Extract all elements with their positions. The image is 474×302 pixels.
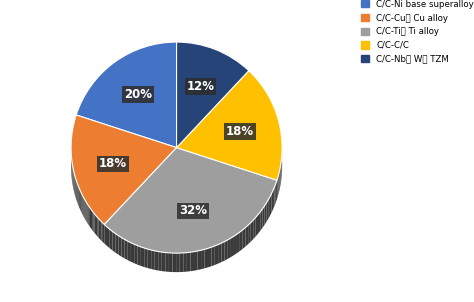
Polygon shape (273, 187, 274, 209)
Polygon shape (128, 241, 131, 262)
Polygon shape (218, 243, 221, 264)
Polygon shape (176, 253, 180, 272)
Polygon shape (144, 248, 148, 268)
Wedge shape (71, 115, 176, 224)
Polygon shape (274, 184, 276, 206)
Polygon shape (88, 204, 89, 225)
Polygon shape (100, 220, 101, 241)
Polygon shape (96, 216, 97, 236)
Polygon shape (125, 239, 128, 260)
Polygon shape (76, 181, 77, 201)
Polygon shape (201, 249, 205, 269)
Polygon shape (237, 232, 240, 253)
Polygon shape (95, 214, 96, 235)
Polygon shape (158, 252, 162, 271)
Text: 32%: 32% (179, 204, 207, 217)
Polygon shape (260, 209, 263, 231)
Polygon shape (268, 197, 270, 219)
Wedge shape (76, 42, 176, 148)
Polygon shape (91, 209, 92, 230)
Polygon shape (264, 203, 266, 225)
Polygon shape (85, 201, 87, 222)
Polygon shape (234, 234, 237, 255)
Polygon shape (134, 244, 137, 265)
Polygon shape (116, 234, 118, 255)
Polygon shape (141, 247, 144, 267)
Polygon shape (191, 252, 194, 271)
Polygon shape (221, 242, 225, 262)
Polygon shape (246, 225, 248, 246)
Polygon shape (103, 223, 104, 243)
Polygon shape (228, 238, 231, 259)
Polygon shape (180, 253, 183, 272)
Polygon shape (148, 249, 151, 269)
Polygon shape (225, 240, 228, 261)
Polygon shape (137, 246, 141, 266)
Polygon shape (89, 206, 90, 227)
Polygon shape (75, 177, 76, 198)
Polygon shape (276, 180, 277, 203)
Wedge shape (176, 42, 249, 148)
Text: 18%: 18% (226, 125, 254, 138)
Polygon shape (90, 208, 91, 228)
Polygon shape (169, 253, 173, 272)
Polygon shape (151, 250, 155, 270)
Polygon shape (131, 243, 134, 263)
Polygon shape (82, 196, 83, 216)
Wedge shape (176, 71, 282, 180)
Polygon shape (253, 217, 255, 239)
Polygon shape (208, 247, 211, 267)
Polygon shape (92, 211, 93, 232)
Polygon shape (162, 252, 165, 271)
Polygon shape (77, 182, 78, 204)
Polygon shape (205, 248, 208, 268)
Polygon shape (263, 206, 264, 228)
Polygon shape (110, 229, 112, 250)
Text: 18%: 18% (99, 157, 127, 170)
Polygon shape (78, 186, 79, 207)
Polygon shape (80, 190, 81, 211)
Polygon shape (101, 222, 103, 242)
Polygon shape (183, 252, 187, 272)
Polygon shape (187, 252, 191, 271)
Polygon shape (231, 236, 234, 257)
Polygon shape (121, 238, 125, 259)
Polygon shape (93, 213, 95, 233)
Polygon shape (173, 253, 176, 272)
Polygon shape (165, 252, 169, 272)
Polygon shape (84, 199, 85, 220)
Polygon shape (74, 175, 75, 196)
Polygon shape (211, 246, 215, 266)
Polygon shape (277, 178, 278, 199)
Polygon shape (79, 188, 80, 209)
Polygon shape (107, 227, 110, 248)
Polygon shape (198, 250, 201, 270)
Legend: C/C-Ni base superalloy, C/C-Cu， Cu alloy, C/C-Ti， Ti alloy, C/C-C/C, C/C-Nb， W， : C/C-Ni base superalloy, C/C-Cu， Cu alloy… (359, 0, 474, 66)
Polygon shape (194, 251, 198, 271)
Polygon shape (258, 212, 260, 234)
Polygon shape (272, 190, 273, 213)
Polygon shape (251, 220, 253, 242)
Polygon shape (278, 174, 279, 195)
Polygon shape (155, 251, 158, 271)
Text: 20%: 20% (124, 88, 152, 101)
Polygon shape (255, 215, 258, 236)
Wedge shape (104, 148, 277, 253)
Polygon shape (266, 200, 268, 222)
Polygon shape (112, 232, 116, 252)
Polygon shape (215, 245, 218, 265)
Polygon shape (87, 203, 88, 223)
Polygon shape (97, 217, 99, 238)
Polygon shape (83, 197, 84, 218)
Polygon shape (118, 236, 121, 257)
Polygon shape (81, 192, 82, 213)
Polygon shape (270, 194, 272, 216)
Polygon shape (243, 227, 246, 249)
Polygon shape (99, 219, 100, 239)
Polygon shape (240, 230, 243, 251)
Text: 12%: 12% (187, 80, 215, 93)
Polygon shape (104, 224, 107, 246)
Polygon shape (248, 223, 251, 244)
